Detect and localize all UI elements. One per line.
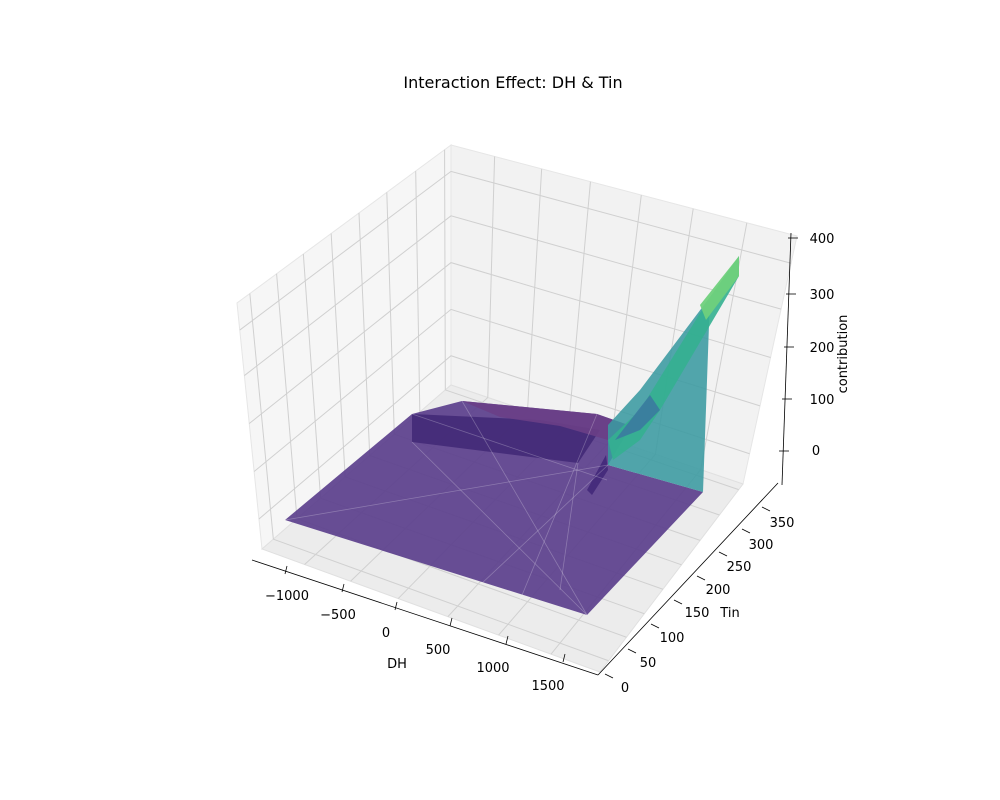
- x-tick-label: 1500: [531, 679, 564, 694]
- y-axis-line: [597, 482, 779, 676]
- y-tick-mark: [761, 506, 771, 512]
- x-tick-label: −1000: [265, 589, 309, 604]
- y-tick-mark: [741, 528, 751, 534]
- y-tick-mark: [696, 575, 706, 581]
- z-tick-label: 300: [810, 288, 835, 303]
- z-tick-label: 200: [810, 341, 835, 356]
- y-tick-label: 350: [770, 516, 795, 531]
- z-axis-label: contribution: [836, 315, 851, 394]
- y-tick-mark: [673, 599, 683, 605]
- surface-mesh-line: [559, 462, 579, 591]
- x-tick-mark: [284, 565, 288, 575]
- x-tick-label: 0: [382, 626, 390, 641]
- surface-facet-3: [587, 455, 608, 495]
- y-tick-label: 50: [640, 656, 657, 671]
- chart-title: Interaction Effect: DH & Tin: [403, 73, 622, 92]
- y-tick-mark: [718, 551, 728, 557]
- z-tick-label: 0: [812, 444, 820, 459]
- surface-mesh-line: [461, 400, 588, 616]
- surface-facet-1: [412, 414, 600, 463]
- y-tick-label: 200: [706, 583, 731, 598]
- z-tick-label: 400: [810, 232, 835, 247]
- x-tick-mark: [562, 653, 566, 663]
- x-tick-mark: [341, 583, 345, 593]
- x-tick-mark: [449, 617, 453, 627]
- y-tick-mark: [604, 673, 614, 679]
- surface-mesh-line: [411, 413, 608, 481]
- x-tick-label: −500: [320, 608, 356, 623]
- surface-mesh-line: [519, 413, 598, 601]
- x-ticks: −1000 −500 0 500 1000 1500: [265, 565, 566, 694]
- y-tick-mark: [627, 648, 637, 654]
- y-axis-label: Tin: [719, 606, 739, 621]
- x-tick-label: 1000: [476, 661, 509, 676]
- y-tick-label: 150: [685, 606, 710, 621]
- y-tick-label: 300: [749, 538, 774, 553]
- z-axis-line: [781, 232, 792, 486]
- y-tick-label: 100: [660, 631, 685, 646]
- z-ticks: 0 100 200 300 400: [779, 232, 834, 459]
- surface-facet-0: [285, 401, 703, 615]
- surface-facet-6: [700, 256, 739, 320]
- axes-lines: [251, 232, 792, 676]
- y-tick-mark: [650, 623, 660, 629]
- x-tick-mark: [394, 601, 398, 611]
- x-tick-mark: [505, 635, 509, 645]
- x-axis-label: DH: [387, 657, 407, 672]
- y-tick-label: 0: [621, 681, 629, 696]
- x-axis-line: [251, 559, 599, 676]
- surface-mesh-line: [284, 464, 609, 521]
- y-tick-label: 250: [727, 560, 752, 575]
- surface: [284, 256, 739, 616]
- surface-mesh-line: [479, 464, 609, 586]
- surface-mesh-line: [411, 441, 588, 616]
- surface-facet-2: [462, 401, 631, 440]
- surface-facet-7: [615, 395, 660, 440]
- x-tick-label: 500: [426, 643, 451, 658]
- z-tick-label: 100: [810, 393, 835, 408]
